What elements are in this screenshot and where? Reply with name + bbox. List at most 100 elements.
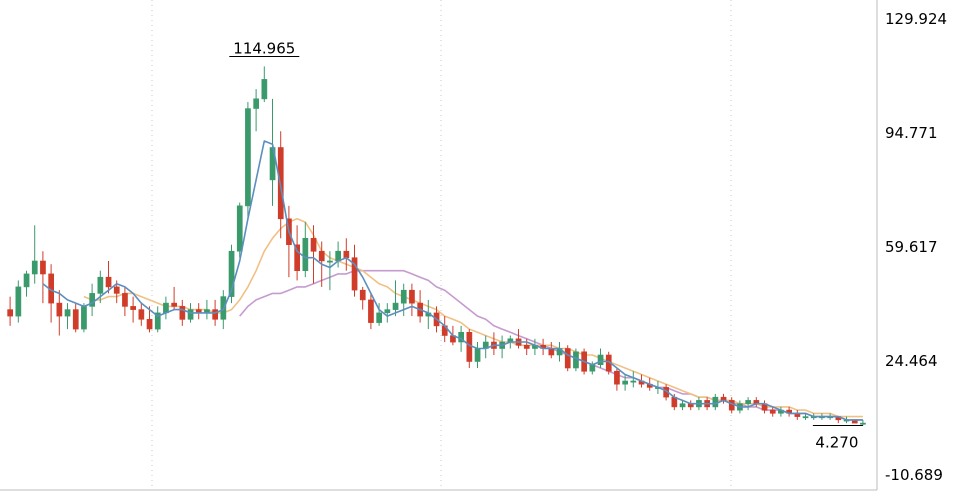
price-tick-label: 24.464	[885, 352, 938, 370]
candle	[261, 66, 268, 103]
candle	[597, 348, 604, 368]
candle	[122, 286, 128, 317]
candle-body	[179, 306, 186, 320]
candle-body	[589, 364, 596, 372]
candle-body	[343, 250, 350, 258]
candle	[89, 283, 95, 317]
candle	[573, 348, 579, 372]
candle	[72, 303, 79, 333]
candle-body	[310, 238, 317, 252]
candle-body	[384, 309, 391, 314]
candle-body	[72, 309, 79, 330]
candle-body	[745, 400, 751, 404]
candle-body	[138, 309, 145, 320]
candle	[769, 406, 776, 417]
candle-body	[81, 306, 87, 330]
candle-body	[228, 250, 235, 297]
candle	[23, 270, 30, 297]
grid-lines	[151, 0, 732, 490]
candle-body	[359, 289, 366, 301]
candle	[679, 400, 686, 411]
candle-body	[105, 276, 112, 288]
candle-body	[573, 351, 579, 369]
candle-body	[122, 293, 128, 307]
candle-body	[318, 250, 325, 262]
candle-body	[597, 354, 604, 365]
candle	[81, 303, 87, 333]
candle	[302, 222, 309, 278]
candle	[97, 270, 104, 304]
candle-body	[171, 302, 178, 307]
candle	[253, 89, 260, 132]
candle-body	[130, 306, 137, 310]
candle-body	[376, 312, 383, 323]
ma-fast-line	[42, 140, 863, 421]
candle-body	[802, 416, 809, 419]
candle	[745, 397, 751, 411]
candle-body	[56, 302, 63, 317]
candle-body	[630, 380, 637, 383]
candle	[310, 225, 317, 284]
candle-body	[187, 309, 194, 320]
candle	[392, 280, 399, 317]
candle	[138, 303, 145, 326]
candle	[368, 293, 374, 330]
candle-body	[253, 98, 260, 109]
candle-body	[564, 348, 571, 369]
candle-body	[154, 312, 161, 330]
candle	[564, 345, 571, 372]
candle-body	[523, 344, 530, 349]
candle-body	[113, 286, 120, 294]
candle	[130, 296, 137, 323]
candle	[236, 202, 243, 258]
candle	[64, 303, 71, 330]
candle-body	[474, 348, 481, 362]
candle	[630, 371, 637, 388]
candle	[384, 303, 391, 323]
candle	[154, 306, 161, 333]
candle-body	[400, 289, 407, 304]
candle-body	[679, 403, 686, 408]
price-axis-labels: 129.924 94.771 59.617 24.464 -10.689	[885, 10, 947, 484]
candle	[228, 244, 235, 304]
candle-body	[40, 260, 46, 275]
candle-body	[146, 318, 153, 330]
candle-body	[31, 260, 38, 275]
candle	[400, 283, 407, 317]
high-price-label: 114.965	[233, 40, 295, 58]
candle-body	[245, 108, 251, 207]
candle-body	[466, 331, 473, 362]
candle-body	[64, 309, 71, 317]
candle-body	[15, 286, 22, 317]
candle-body	[392, 302, 399, 310]
candle-body	[351, 257, 358, 291]
price-tick-label: 94.771	[885, 124, 938, 142]
candle-body	[327, 260, 333, 263]
candle	[179, 299, 186, 326]
price-tick-label: -10.689	[885, 466, 943, 484]
candle-body	[622, 380, 628, 385]
candle	[245, 102, 251, 219]
candle	[351, 244, 358, 297]
price-tick-label: 129.924	[885, 10, 947, 28]
candle-body	[614, 370, 620, 385]
candle-body	[860, 422, 866, 425]
candle	[171, 286, 178, 310]
candle	[359, 286, 366, 310]
candle	[409, 283, 415, 317]
candle-body	[368, 299, 374, 323]
candle	[56, 290, 63, 336]
price-tick-label: 59.617	[885, 238, 938, 256]
candle-body	[23, 273, 30, 288]
candle-body	[7, 309, 13, 317]
candle-body	[89, 293, 95, 307]
candle	[15, 280, 22, 323]
candle-body	[261, 79, 268, 100]
extreme-annotations: 114.965 4.270	[229, 40, 863, 452]
low-price-label: 4.270	[815, 434, 858, 452]
candle	[622, 374, 628, 391]
candle-body	[712, 396, 719, 408]
